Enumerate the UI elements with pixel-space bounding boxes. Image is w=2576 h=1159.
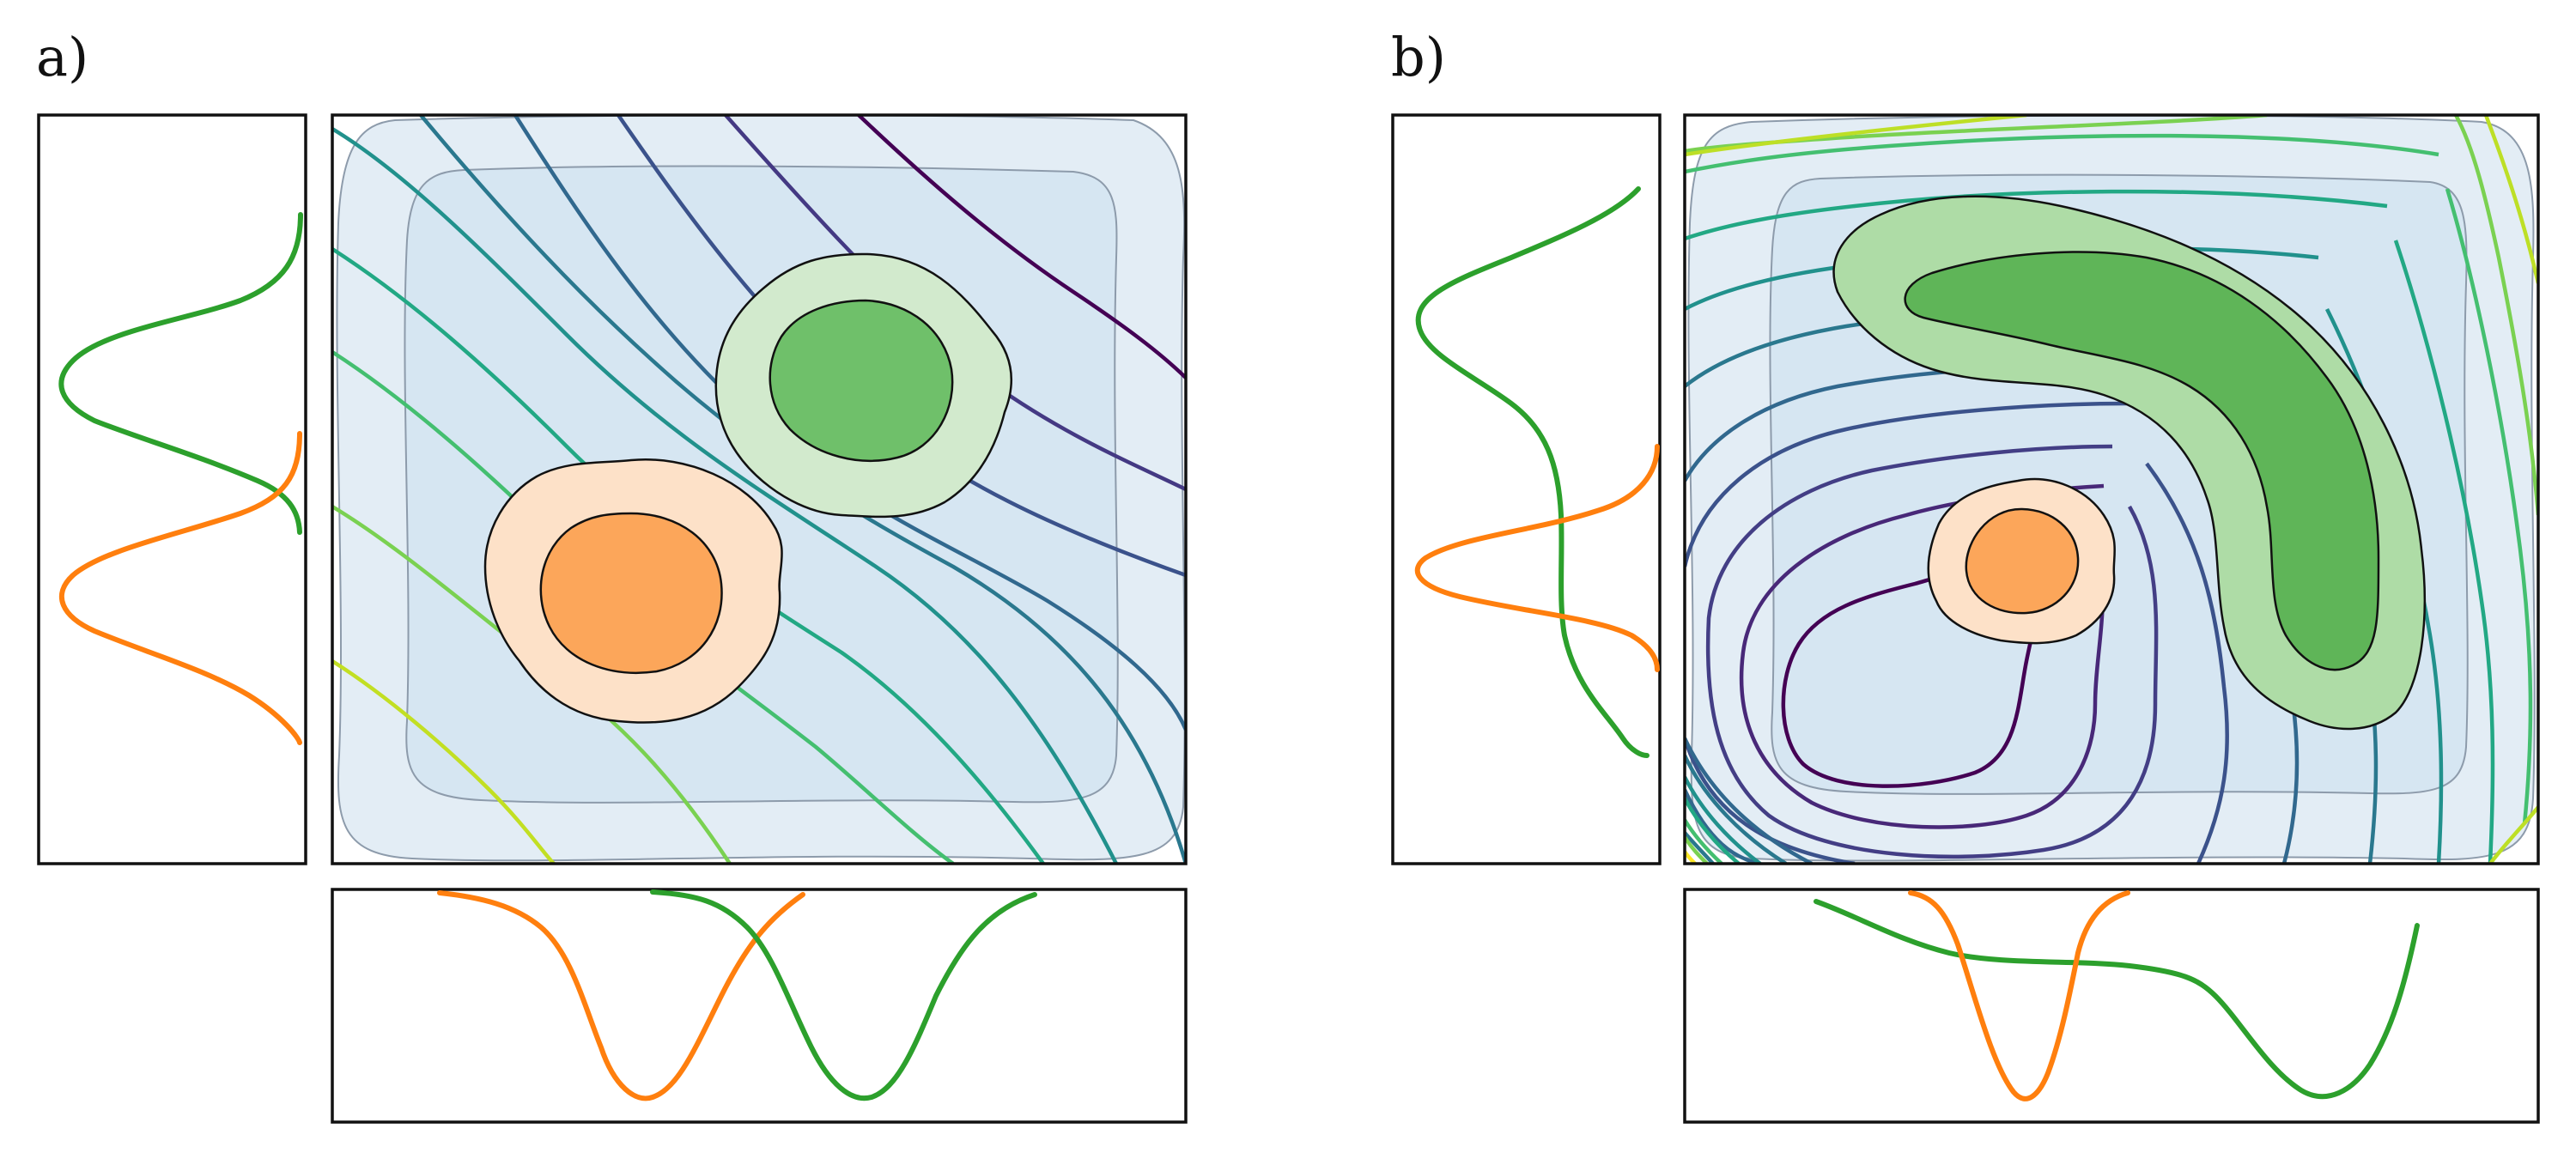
panel-b-fan-7 — [1685, 852, 1695, 864]
panel-a-bottom-orange-curve — [440, 893, 803, 1098]
panel-a-left-green-curve — [61, 215, 301, 532]
panel-b-left-marginal-frame — [1393, 115, 1660, 864]
panel-a-left-orange-curve — [62, 434, 300, 743]
panel-a-label: a) — [36, 26, 88, 88]
panel-b-left-green-curve — [1419, 189, 1647, 755]
panel-b-fan-6 — [1685, 837, 1707, 864]
panel-b-bottom-green-curve — [1816, 901, 2417, 1096]
panel-b-label: b) — [1391, 26, 1446, 88]
panel-a-main-plot — [332, 115, 1186, 864]
panel-b-bottom-marginal — [1685, 889, 2538, 1122]
panel-b-bottom-marginal-frame — [1685, 889, 2538, 1122]
panel-a-green-blob-inner — [770, 300, 952, 461]
panel-a-bottom-green-curve — [653, 892, 1035, 1098]
panel-b-bottom-orange-curve — [1911, 893, 2128, 1099]
panel-a-orange-blob-inner — [541, 513, 722, 673]
panel-a: a) — [36, 26, 1186, 1122]
panel-b-orange-blob-inner — [1966, 509, 2078, 613]
panel-a-bottom-marginal-frame — [332, 889, 1186, 1122]
panel-b-left-orange-curve — [1418, 446, 1657, 670]
panel-b: b) — [1391, 26, 2538, 1122]
panel-a-left-marginal — [39, 115, 306, 864]
panel-a-left-marginal-frame — [39, 115, 306, 864]
panel-b-main-plot — [1685, 115, 2538, 864]
panel-a-bottom-marginal — [332, 889, 1186, 1122]
panel-b-left-marginal — [1393, 115, 1660, 864]
